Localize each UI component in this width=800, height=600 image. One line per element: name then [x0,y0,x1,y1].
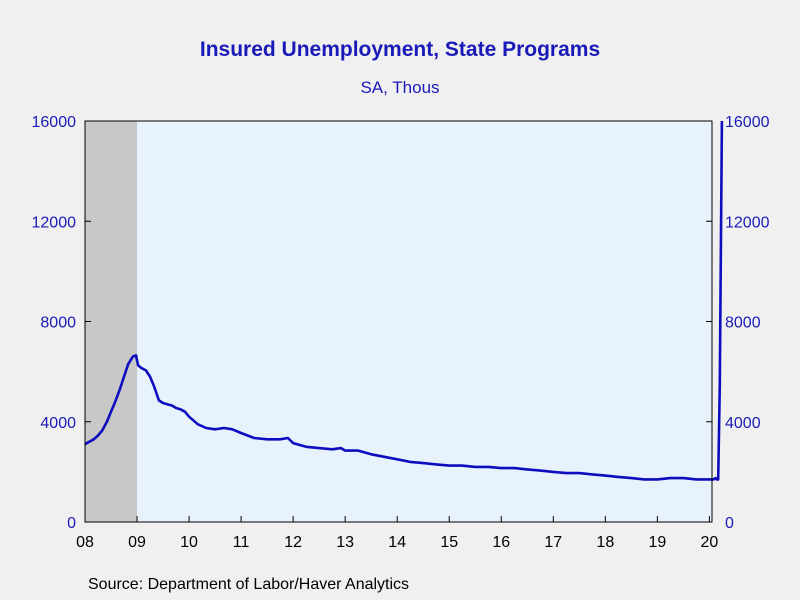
plot-background [85,121,712,522]
x-tick-label: 10 [180,534,198,551]
recession-shading [85,121,138,522]
chart-title: Insured Unemployment, State Programs [199,38,601,61]
x-tick-label: 13 [336,534,354,551]
y-tick-label-right: 8000 [725,315,761,332]
x-tick-label: 19 [648,534,666,551]
x-tick-label: 18 [596,534,614,551]
y-tick-label-left: 8000 [40,315,76,332]
plot-area [84,120,724,522]
x-tick-label: 16 [492,534,510,551]
x-tick-label: 11 [233,534,250,551]
y-tick-label-right: 12000 [725,214,770,231]
y-tick-label-right: 16000 [725,114,770,131]
x-tick-label: 08 [76,534,94,551]
y-tick-label-left: 0 [67,515,76,532]
x-tick-label: 17 [544,534,562,551]
x-tick-label: 15 [440,534,458,551]
x-tick-label: 14 [388,534,406,551]
chart-subtitle: SA, Thous [360,78,440,97]
y-tick-label-right: 4000 [725,415,761,432]
y-tick-label-left: 4000 [40,415,76,432]
axes [84,120,713,523]
chart-source: Source: Department of Labor/Haver Analyt… [88,576,410,593]
x-tick-label: 20 [700,534,718,551]
tick-labels: 08 09 10 11 12 13 14 15 16 17 18 19 20 0 4000 8000 12000… [32,114,770,551]
series-line [84,120,724,481]
y-tick-label-left: 16000 [32,114,77,131]
y-tick-label-right: 0 [725,515,734,532]
y-tick-label-left: 12000 [32,214,77,231]
x-tick-label: 12 [284,534,302,551]
x-tick-label: 09 [128,534,146,551]
